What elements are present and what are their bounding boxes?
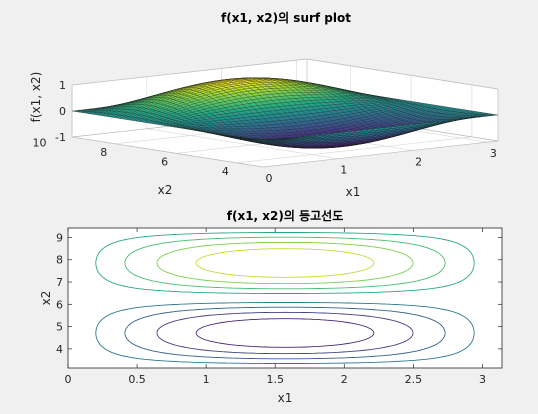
contour-lines [95, 232, 475, 364]
surf-box-edge [71, 136, 264, 168]
surf-ytick-label: 4 [222, 165, 229, 178]
contour-plot-area [68, 228, 502, 368]
contour-line [124, 306, 446, 360]
contour-ytick-label: 4 [56, 343, 63, 356]
surf-box-edge [71, 58, 308, 86]
contour-ytick-label: 9 [56, 231, 63, 244]
contour-xtick-label: 0.5 [128, 373, 146, 386]
contour-xtick-label: 1 [203, 373, 210, 386]
surf-box-edge [306, 58, 499, 90]
surf-ylabel: x2 [158, 183, 173, 197]
surf-zlabel: f(x1, x2) [29, 72, 43, 123]
surf-ytick-label: 10 [33, 136, 47, 149]
surf-xtick-label: 2 [415, 155, 422, 168]
surf-xtick-label: 3 [490, 147, 497, 160]
contour-ytick-label: 5 [56, 321, 63, 334]
surf-ytick-label: 6 [161, 155, 168, 168]
contour-line [156, 241, 414, 285]
contour-line [195, 318, 375, 348]
contour-line [195, 248, 375, 278]
contour-line [95, 232, 475, 294]
contour-xtick-label: 3 [479, 373, 486, 386]
contour-xlabel: x1 [278, 391, 293, 405]
contour-ytick-label: 8 [56, 254, 63, 267]
contour-xtick-label: 1.5 [266, 373, 284, 386]
contour-line [95, 302, 475, 364]
surf-patch [488, 114, 499, 116]
surf-ztick-label: 1 [59, 79, 66, 92]
contour-plot: 0 0.5 1 1.5 2 2.5 3 4 5 6 7 8 9 f(x1, x2)의 등고선도 x1 x… [39, 208, 503, 405]
contour-ytick-label: 7 [56, 276, 63, 289]
surf-box-edge [262, 140, 499, 168]
surf-ytick-label: 8 [100, 146, 107, 159]
contour-title: f(x1, x2)의 등고선도 [227, 208, 343, 223]
surf-xtick-label: 0 [266, 172, 273, 185]
surf-title: f(x1, x2)의 surf plot [221, 10, 351, 25]
contour-line [156, 311, 414, 355]
contour-xtick-label: 2.5 [405, 373, 423, 386]
contour-ylabel: x2 [39, 291, 53, 306]
surf-surface [71, 77, 499, 149]
contour-axes-box [67, 227, 503, 369]
contour-xtick-label: 0 [65, 373, 72, 386]
surf-xlabel: x1 [346, 185, 361, 199]
contour-xtick-label: 2 [341, 373, 348, 386]
contour-ticks: 0 0.5 1 1.5 2 2.5 3 4 5 6 7 8 9 [56, 228, 502, 386]
surf-ztick-label: -1 [55, 131, 66, 144]
surf-ztick-label: 0 [59, 105, 66, 118]
contour-ytick-label: 6 [56, 298, 63, 311]
contour-line [124, 236, 446, 290]
surf-xtick-label: 1 [340, 164, 347, 177]
